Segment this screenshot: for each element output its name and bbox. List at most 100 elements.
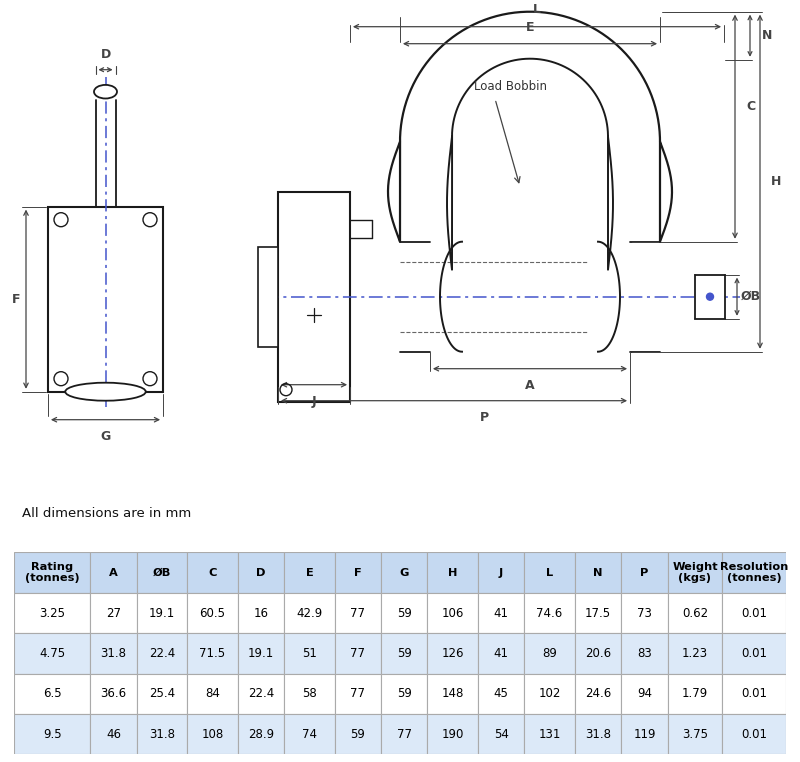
FancyBboxPatch shape bbox=[187, 674, 238, 714]
FancyBboxPatch shape bbox=[427, 633, 478, 674]
FancyBboxPatch shape bbox=[478, 714, 524, 754]
Text: Rating
(tonnes): Rating (tonnes) bbox=[25, 562, 80, 584]
Text: 9.5: 9.5 bbox=[43, 728, 62, 741]
FancyBboxPatch shape bbox=[381, 593, 427, 633]
FancyBboxPatch shape bbox=[187, 552, 238, 593]
Text: 60.5: 60.5 bbox=[199, 607, 226, 620]
FancyBboxPatch shape bbox=[334, 674, 381, 714]
Text: 77: 77 bbox=[397, 728, 412, 741]
Text: ØB: ØB bbox=[741, 290, 761, 303]
FancyBboxPatch shape bbox=[238, 552, 284, 593]
FancyBboxPatch shape bbox=[427, 714, 478, 754]
FancyBboxPatch shape bbox=[668, 714, 722, 754]
FancyBboxPatch shape bbox=[722, 593, 786, 633]
Text: L: L bbox=[546, 568, 553, 578]
Text: 77: 77 bbox=[350, 607, 366, 620]
Text: G: G bbox=[399, 568, 409, 578]
FancyBboxPatch shape bbox=[722, 674, 786, 714]
FancyBboxPatch shape bbox=[284, 674, 334, 714]
FancyBboxPatch shape bbox=[575, 593, 622, 633]
FancyBboxPatch shape bbox=[524, 674, 575, 714]
FancyBboxPatch shape bbox=[668, 633, 722, 674]
FancyBboxPatch shape bbox=[14, 633, 90, 674]
FancyBboxPatch shape bbox=[622, 714, 668, 754]
FancyBboxPatch shape bbox=[137, 633, 187, 674]
Text: 0.01: 0.01 bbox=[741, 647, 767, 660]
Text: 71.5: 71.5 bbox=[199, 647, 226, 660]
FancyBboxPatch shape bbox=[478, 633, 524, 674]
FancyBboxPatch shape bbox=[14, 674, 90, 714]
FancyBboxPatch shape bbox=[284, 714, 334, 754]
FancyBboxPatch shape bbox=[187, 593, 238, 633]
Text: 77: 77 bbox=[350, 687, 366, 700]
Text: C: C bbox=[746, 100, 755, 114]
Bar bbox=[695, 274, 725, 319]
Text: 27: 27 bbox=[106, 607, 121, 620]
FancyBboxPatch shape bbox=[622, 633, 668, 674]
Text: 108: 108 bbox=[202, 728, 223, 741]
FancyBboxPatch shape bbox=[478, 593, 524, 633]
Text: 19.1: 19.1 bbox=[248, 647, 274, 660]
Text: J: J bbox=[499, 568, 503, 578]
FancyBboxPatch shape bbox=[334, 714, 381, 754]
Text: Resolution
(tonnes): Resolution (tonnes) bbox=[720, 562, 788, 584]
Text: 0.01: 0.01 bbox=[741, 687, 767, 700]
FancyBboxPatch shape bbox=[90, 714, 137, 754]
Text: 148: 148 bbox=[442, 687, 464, 700]
Text: ØB: ØB bbox=[153, 568, 171, 578]
FancyBboxPatch shape bbox=[137, 593, 187, 633]
Bar bbox=[258, 247, 278, 347]
Text: 3.75: 3.75 bbox=[682, 728, 708, 741]
Text: 46: 46 bbox=[106, 728, 121, 741]
FancyBboxPatch shape bbox=[524, 714, 575, 754]
Bar bbox=[278, 192, 350, 402]
Text: 0.62: 0.62 bbox=[682, 607, 708, 620]
FancyBboxPatch shape bbox=[381, 552, 427, 593]
FancyBboxPatch shape bbox=[14, 552, 90, 593]
FancyBboxPatch shape bbox=[90, 552, 137, 593]
Text: Weight
(kgs): Weight (kgs) bbox=[672, 562, 718, 584]
Text: 3.25: 3.25 bbox=[39, 607, 66, 620]
Text: 126: 126 bbox=[442, 647, 464, 660]
Text: 1.79: 1.79 bbox=[682, 687, 708, 700]
Text: G: G bbox=[100, 430, 110, 443]
Text: 59: 59 bbox=[397, 687, 412, 700]
Text: N: N bbox=[594, 568, 603, 578]
FancyBboxPatch shape bbox=[238, 593, 284, 633]
Text: 74: 74 bbox=[302, 728, 317, 741]
Text: H: H bbox=[448, 568, 458, 578]
Text: F: F bbox=[354, 568, 362, 578]
Text: A: A bbox=[525, 379, 535, 392]
Text: 59: 59 bbox=[350, 728, 366, 741]
Text: 1.23: 1.23 bbox=[682, 647, 708, 660]
Text: 131: 131 bbox=[538, 728, 561, 741]
Text: A: A bbox=[109, 568, 118, 578]
FancyBboxPatch shape bbox=[90, 593, 137, 633]
Text: 59: 59 bbox=[397, 607, 412, 620]
Text: 6.5: 6.5 bbox=[43, 687, 62, 700]
Text: E: E bbox=[526, 21, 534, 34]
FancyBboxPatch shape bbox=[137, 714, 187, 754]
FancyBboxPatch shape bbox=[722, 552, 786, 593]
Ellipse shape bbox=[66, 383, 146, 401]
FancyBboxPatch shape bbox=[238, 714, 284, 754]
FancyBboxPatch shape bbox=[187, 633, 238, 674]
Text: 19.1: 19.1 bbox=[149, 607, 175, 620]
FancyBboxPatch shape bbox=[284, 593, 334, 633]
FancyBboxPatch shape bbox=[381, 714, 427, 754]
FancyBboxPatch shape bbox=[575, 674, 622, 714]
Text: F: F bbox=[12, 293, 20, 306]
FancyBboxPatch shape bbox=[622, 552, 668, 593]
Text: P: P bbox=[640, 568, 649, 578]
FancyBboxPatch shape bbox=[137, 552, 187, 593]
Text: 83: 83 bbox=[637, 647, 652, 660]
Text: D: D bbox=[256, 568, 266, 578]
FancyBboxPatch shape bbox=[14, 593, 90, 633]
Text: 16: 16 bbox=[254, 607, 269, 620]
Text: 31.8: 31.8 bbox=[101, 647, 126, 660]
FancyBboxPatch shape bbox=[524, 633, 575, 674]
FancyBboxPatch shape bbox=[90, 633, 137, 674]
FancyBboxPatch shape bbox=[334, 593, 381, 633]
FancyBboxPatch shape bbox=[722, 714, 786, 754]
FancyBboxPatch shape bbox=[575, 633, 622, 674]
